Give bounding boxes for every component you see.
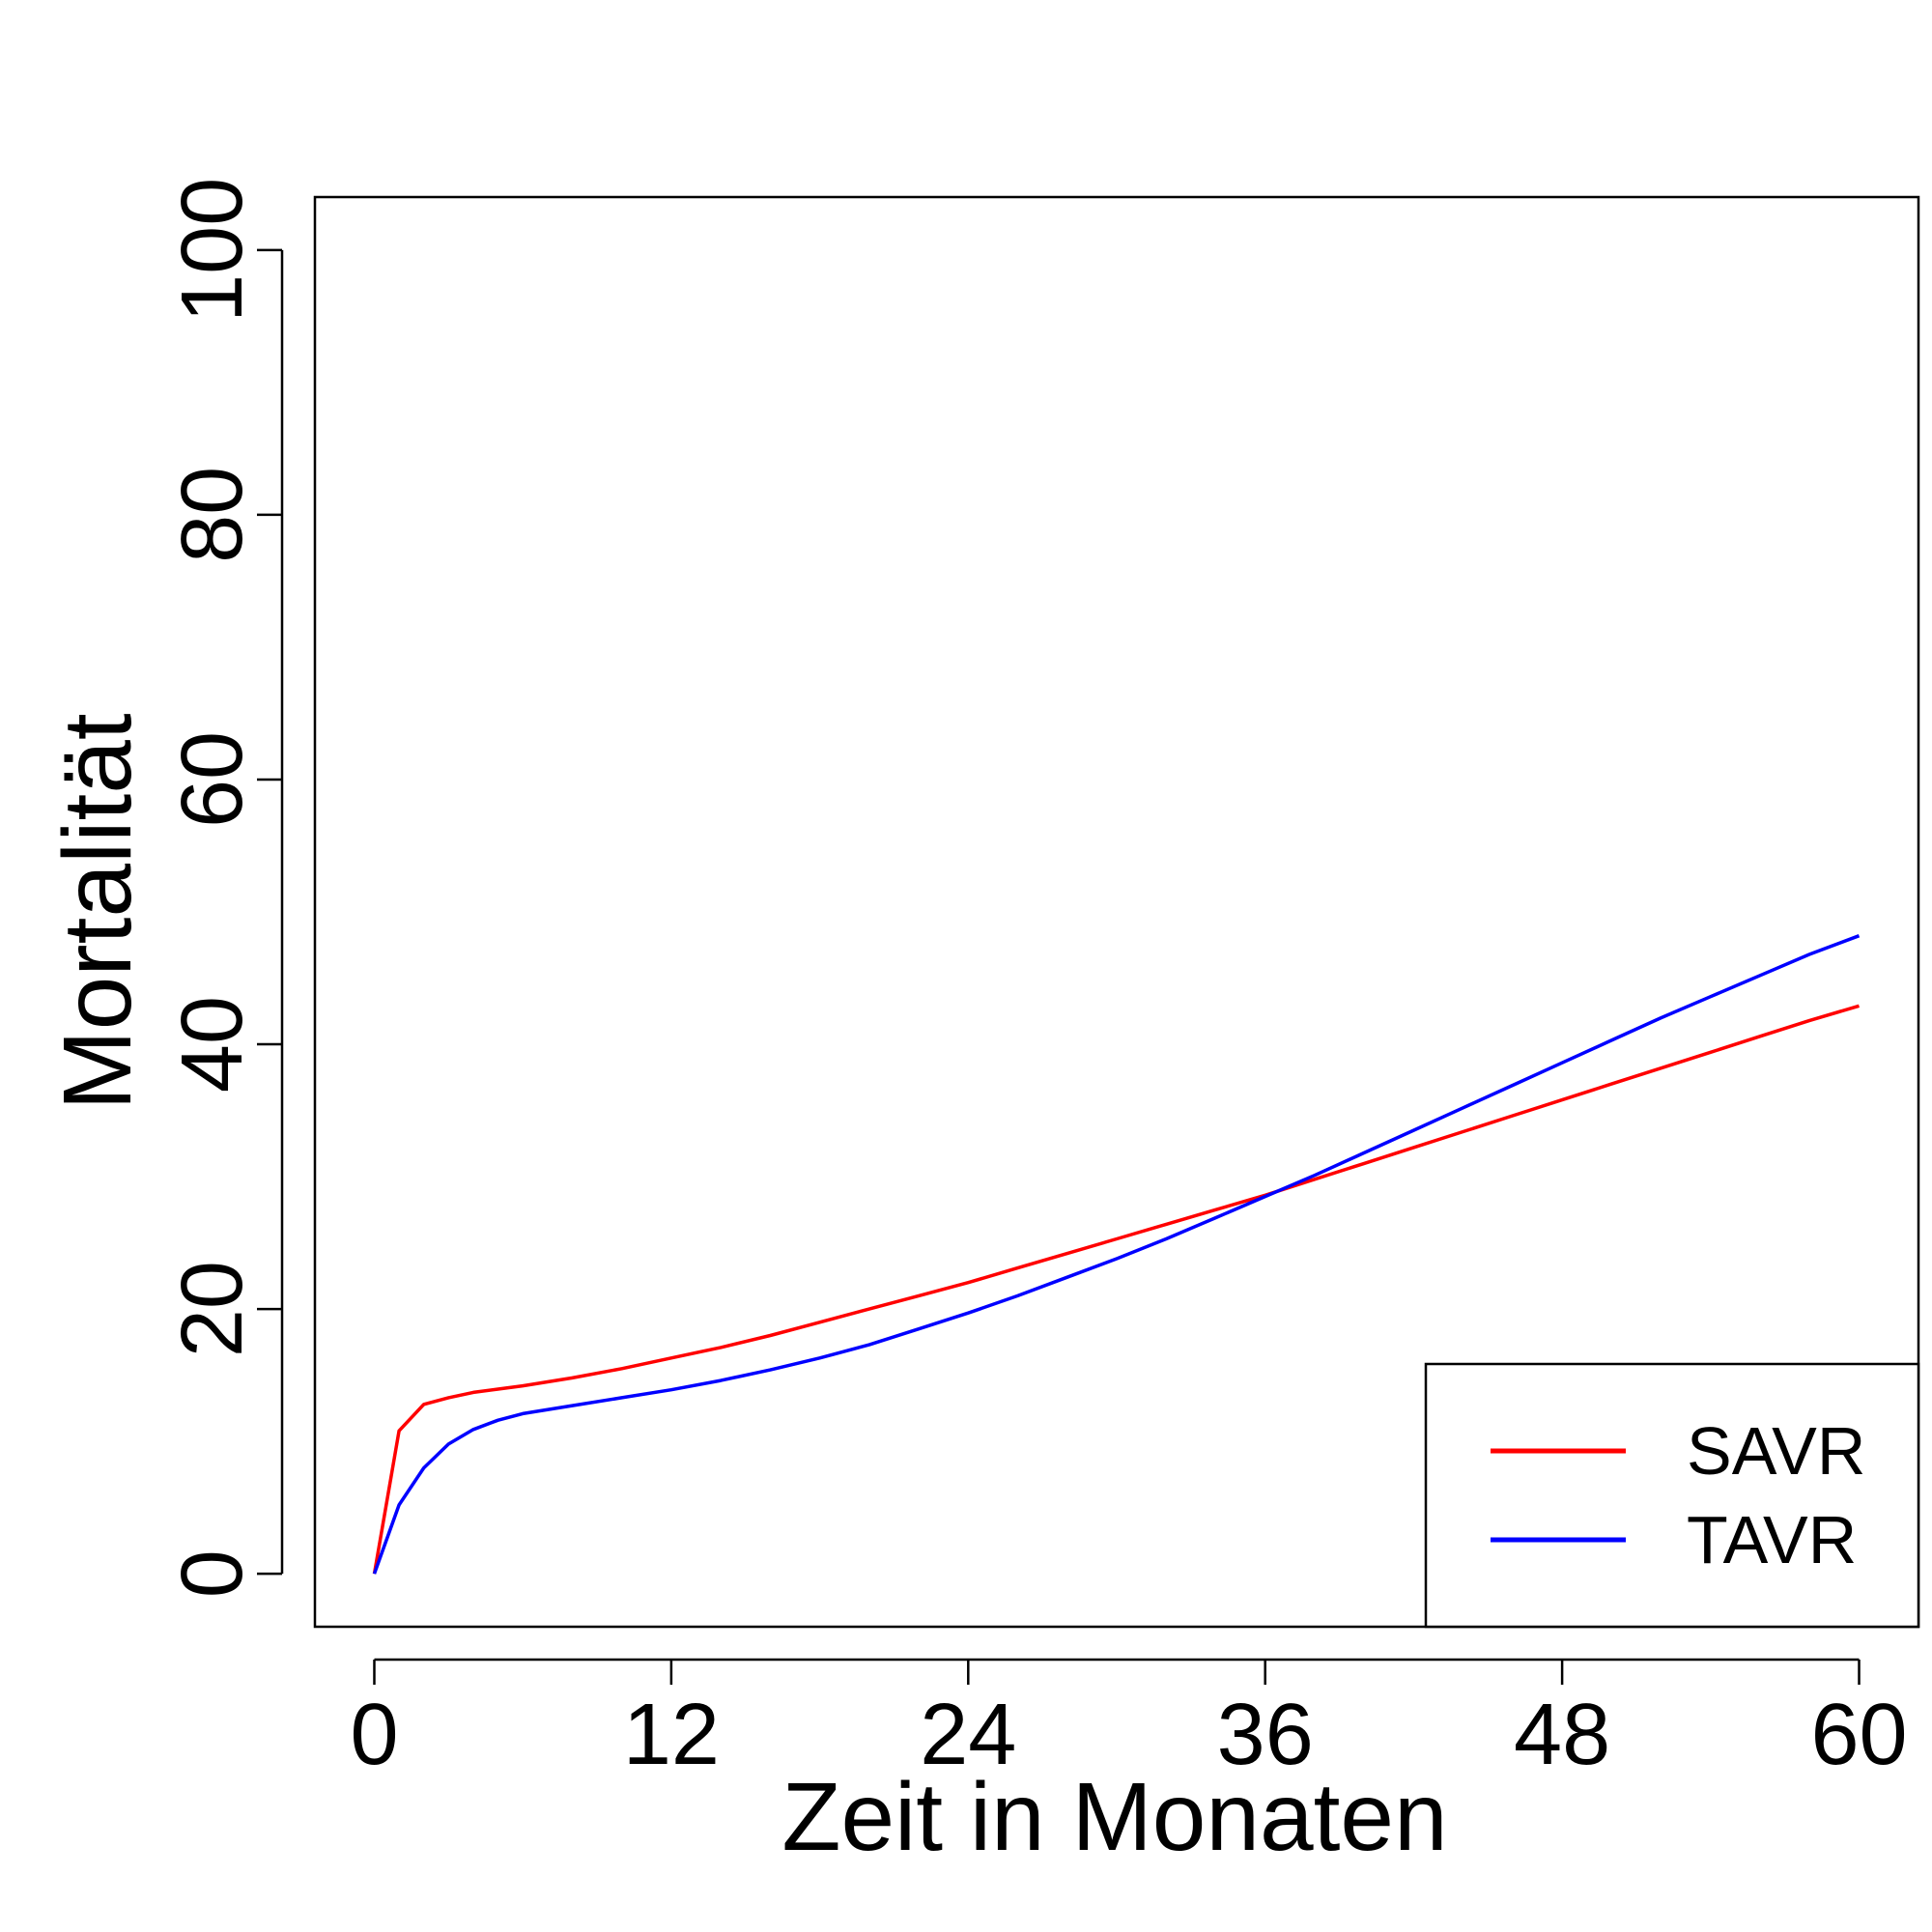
legend: SAVR TAVR [1424,1362,1920,1629]
x-axis: 0 12 24 36 48 60 [350,1658,1908,1783]
y-tick-label: 20 [164,1261,261,1357]
x-tick-label: 0 [350,1687,398,1783]
y-tick-label: 40 [164,996,261,1093]
legend-box [1424,1362,1920,1629]
series-layer [372,934,1861,1575]
y-axis: 0 20 40 60 80 100 [164,178,284,1598]
legend-label-tavr: TAVR [1687,1502,1857,1577]
y-tick-label: 60 [164,731,261,828]
y-tick-label: 0 [164,1549,261,1598]
series-line-tavr [372,934,1861,1575]
x-tick-label: 60 [1810,1687,1907,1783]
x-axis-title: Zeit in Monaten [781,1763,1447,1871]
y-axis-title: Mortalität [43,713,152,1110]
x-tick-label: 48 [1514,1687,1610,1783]
x-tick-label: 24 [920,1687,1016,1783]
y-tick-label: 100 [164,178,261,323]
x-tick-label: 36 [1217,1687,1314,1783]
plot-frame [313,195,1920,1629]
series-line-savr [372,1004,1860,1575]
legend-label-savr: SAVR [1687,1413,1865,1489]
y-tick-label: 80 [164,467,261,563]
x-tick-label: 12 [623,1687,720,1783]
